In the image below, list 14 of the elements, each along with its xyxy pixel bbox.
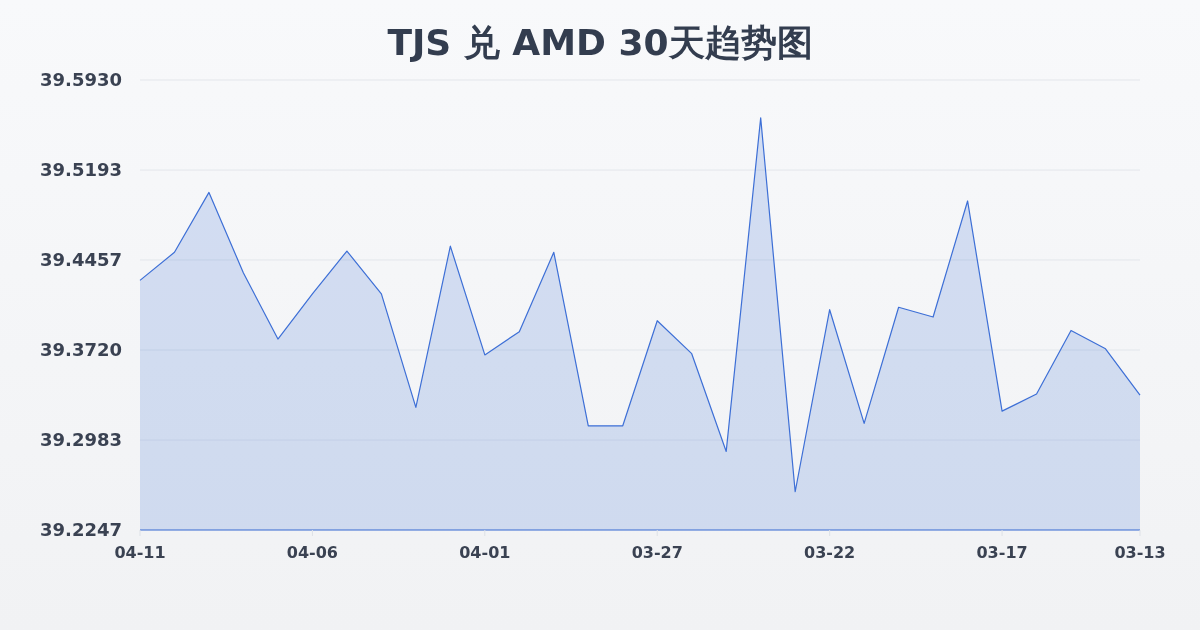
y-tick-label: 39.5930	[40, 69, 122, 91]
x-tick-label: 03-27	[631, 543, 683, 563]
chart-title: TJS 兑 AMD 30天趋势图	[386, 21, 814, 65]
x-tick-label: 03-13	[1114, 543, 1166, 563]
y-tick-label: 39.3720	[40, 339, 122, 361]
x-tick-label: 04-01	[459, 543, 511, 563]
x-tick-label: 04-06	[286, 543, 338, 563]
y-tick-label: 39.2983	[40, 429, 122, 451]
x-tick-label: 04-11	[114, 543, 166, 563]
y-tick-label: 39.4457	[40, 249, 122, 271]
x-tick-label: 03-22	[804, 543, 856, 563]
y-tick-label: 39.2247	[40, 519, 122, 541]
x-tick-label: 03-17	[976, 543, 1028, 563]
y-tick-label: 39.5193	[40, 159, 122, 181]
